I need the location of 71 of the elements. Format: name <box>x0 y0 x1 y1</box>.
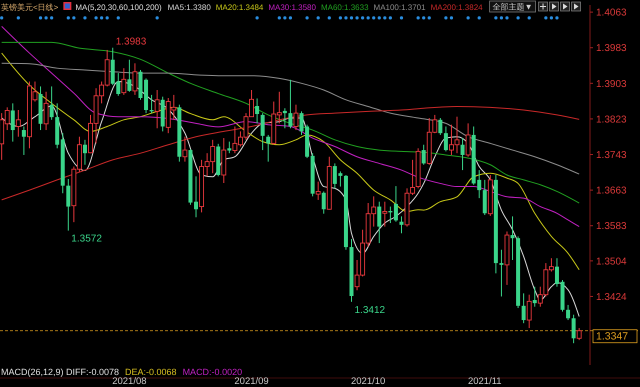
text: MA30:1.3580 <box>268 3 316 12</box>
candlestick <box>50 86 54 120</box>
chart-title: 英镑美元<日线> <box>1 3 59 12</box>
y-tick-label: 1.3583 <box>596 221 628 232</box>
y-tick-label: 1.3983 <box>596 43 628 54</box>
text: MACD(26,12,9) DIFF:-0.0078 <box>1 367 120 377</box>
candlestick <box>466 122 471 158</box>
candlestick <box>422 144 426 166</box>
candlestick <box>399 216 404 234</box>
y-tick-label: 1.3743 <box>596 150 628 162</box>
text: MA5:1.3380 <box>168 3 212 12</box>
text: MA200:1.3824 <box>430 3 484 12</box>
candlestick <box>66 178 70 232</box>
y-tick-label: 1.3504 <box>596 256 628 268</box>
candlestick <box>294 104 298 131</box>
annotation: 1.3412 <box>354 304 386 316</box>
candlestick <box>532 286 537 308</box>
candlestick <box>16 110 21 138</box>
candlestick <box>154 89 160 129</box>
x-tick-label: 2021/08 <box>112 376 147 387</box>
y-tick-label: 1.3424 <box>596 292 628 303</box>
candlestick <box>288 79 292 129</box>
candlestick <box>116 72 120 96</box>
ref-line-label: 1.3347 <box>596 330 628 343</box>
candlestick <box>522 292 526 324</box>
x-tick-label: 2021/11 <box>468 376 502 387</box>
candlestick <box>260 112 265 151</box>
text: MA100:1.3701 <box>374 3 426 12</box>
candlestick <box>482 179 487 216</box>
candlestick <box>526 294 532 329</box>
candlestick <box>255 98 260 124</box>
candlestick <box>576 328 582 341</box>
candlestick <box>572 314 576 344</box>
x-tick-label: 2021/09 <box>234 376 269 387</box>
candlestick <box>316 181 321 200</box>
candlestick <box>566 304 570 321</box>
line-series <box>1 106 580 200</box>
candlestick <box>444 126 448 152</box>
x-tick-label: 2021/10 <box>350 376 386 387</box>
y-tick-label: 1.4063 <box>596 8 628 19</box>
candlestick <box>150 94 154 114</box>
text: MA20:1.3484 <box>216 3 264 12</box>
line-series <box>1 52 580 270</box>
candlestick <box>460 138 465 171</box>
candlestick <box>10 102 15 142</box>
candlestick <box>127 59 132 92</box>
candlestick <box>266 134 270 162</box>
annotation: 1.3572 <box>71 234 102 245</box>
line-series <box>1 62 580 175</box>
candlestick <box>22 126 26 156</box>
y-tick-label: 1.3903 <box>596 78 628 90</box>
candlestick <box>510 216 515 260</box>
candlestick <box>382 201 388 228</box>
candlestick <box>377 201 382 244</box>
line-series <box>1 26 580 228</box>
annotation: 1.3983 <box>116 36 147 48</box>
candlestick <box>121 68 126 96</box>
candlestick <box>44 91 49 131</box>
text: DEA:-0.0068 <box>125 367 177 377</box>
candlestick <box>438 118 442 136</box>
legend-title: MA(5,20,30,60,100,200) <box>75 3 162 12</box>
candlestick <box>182 136 188 162</box>
y-tick-label: 1.3663 <box>596 186 628 197</box>
y-tick-label: 1.3823 <box>596 114 628 126</box>
candlestick <box>322 190 326 214</box>
annotation: 全部主题▼ <box>492 2 533 12</box>
candlestick <box>132 62 138 96</box>
candlestick <box>82 139 87 166</box>
text: MACD:-0.0020 <box>182 367 242 377</box>
text: MA60:1.3633 <box>320 3 370 12</box>
candlestick <box>499 249 504 297</box>
